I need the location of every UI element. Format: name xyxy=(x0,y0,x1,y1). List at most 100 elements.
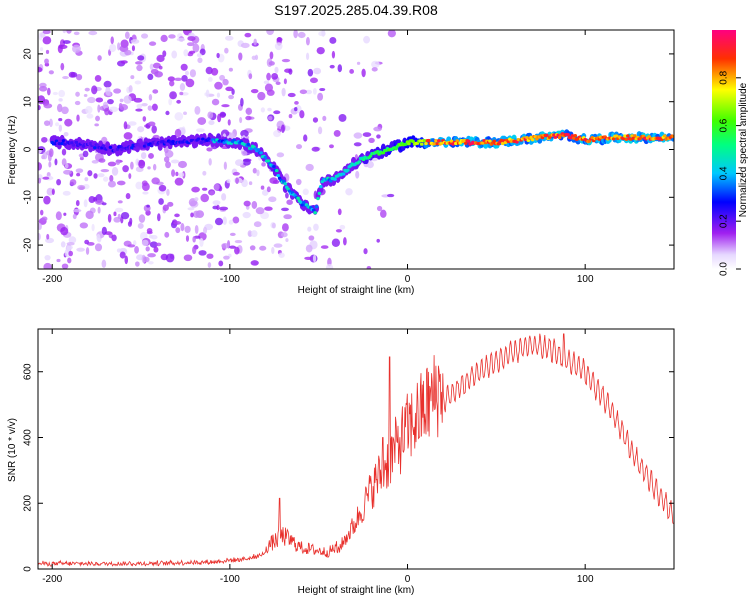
spectrogram-noise-cell xyxy=(62,30,67,34)
spectrogram-ridge-core xyxy=(149,144,154,148)
spectrogram-ylabel: Frequency (Hz) xyxy=(7,116,18,185)
spectrogram-ytick-label: -20 xyxy=(23,237,34,252)
spectrogram-noise-cell xyxy=(55,211,62,221)
spectrogram-noise-cell xyxy=(208,158,212,166)
spectrogram-noise-cell xyxy=(307,226,312,232)
spectrogram-noise-cell xyxy=(239,116,243,124)
spectrogram-noise-cell xyxy=(167,201,174,207)
spectrogram-noise-cell xyxy=(174,177,184,186)
spectrogram-noise-cell xyxy=(77,184,86,191)
spectrogram-noise-cell xyxy=(244,32,252,38)
spectrogram-noise-cell xyxy=(250,89,259,94)
spectrogram-noise-cell xyxy=(216,92,221,98)
spectrogram-ridge-core xyxy=(633,134,637,138)
spectrogram-noise-cell xyxy=(137,126,145,133)
spectrogram-noise-cell xyxy=(94,123,99,127)
spectrogram-noise-cell xyxy=(228,67,233,72)
spectrogram-noise-cell xyxy=(130,161,134,170)
spectrogram-noise-cell xyxy=(219,74,226,81)
spectrogram-noise-cell xyxy=(156,54,165,63)
spectrogram-noise-cell xyxy=(192,43,200,53)
spectrogram-ridge-core xyxy=(455,139,460,143)
spectrogram-noise-cell xyxy=(113,211,117,217)
spectrogram-noise-cell xyxy=(154,72,159,77)
spectrogram-noise-cell xyxy=(109,174,114,182)
spectrogram-noise-cell xyxy=(75,73,83,81)
spectrogram-noise-cell xyxy=(273,130,281,138)
spectrogram-noise-cell xyxy=(63,169,72,175)
spectrogram-ridge-core xyxy=(53,142,57,146)
spectrogram-noise-cell xyxy=(190,212,194,218)
spectrogram-noise-cell xyxy=(243,200,251,207)
spectrogram-noise-cell xyxy=(138,159,146,169)
spectrogram-ridge-core xyxy=(263,155,268,160)
spectrogram-ridge-core xyxy=(58,139,63,143)
spectrogram-ridge-core xyxy=(463,141,468,145)
spectrogram-noise-cell xyxy=(179,83,186,91)
spectrogram-noise-cell xyxy=(197,57,203,64)
figure-title: S197.2025.285.04.39.R08 xyxy=(274,2,438,18)
spectrogram-noise-cell xyxy=(85,210,94,220)
spectrogram-noise-cell xyxy=(79,222,89,229)
spectrogram-ridge-core xyxy=(529,135,533,139)
spectrogram-noise-cell xyxy=(197,117,207,125)
spectrogram-noise-cell xyxy=(259,245,267,251)
spectrogram-ridge-core xyxy=(419,142,424,146)
spectrogram-noise-cell xyxy=(232,216,240,224)
spectrogram-noise-cell xyxy=(152,62,161,69)
spectrogram-noise-cell xyxy=(273,110,281,115)
spectrogram-noise-cell xyxy=(229,245,236,249)
spectrogram-noise-cell xyxy=(73,208,82,213)
spectrogram-noise-cell xyxy=(109,106,118,113)
spectrogram-noise-cell xyxy=(214,81,223,90)
spectrogram-ridge-core xyxy=(557,135,562,140)
spectrogram-noise-cell xyxy=(111,234,117,242)
spectrogram-ridge-core xyxy=(424,141,428,146)
spectrogram-ridge-core xyxy=(631,136,636,140)
spectrogram-noise-cell xyxy=(299,89,308,95)
spectrogram-noise-cell xyxy=(43,120,51,126)
spectrogram-noise-cell xyxy=(371,60,380,69)
spectrogram-ridge-core xyxy=(454,141,458,146)
spectrogram-noise-cell xyxy=(329,64,335,69)
spectrogram-noise-cell xyxy=(147,105,153,111)
spectrogram-ridge-core xyxy=(301,200,306,205)
spectrogram-noise-cell xyxy=(95,97,104,103)
spectrogram-noise-cell xyxy=(165,110,170,116)
spectrogram-noise-cell xyxy=(165,161,171,169)
spectrogram-noise-cell xyxy=(64,118,73,127)
spectrogram-noise-cell xyxy=(174,77,183,82)
spectrogram-noise-cell xyxy=(75,200,80,207)
spectrogram-noise-cell xyxy=(316,46,325,55)
spectrogram-noise-cell xyxy=(274,42,283,51)
spectrogram-noise-cell xyxy=(58,124,63,132)
spectrogram-noise-cell xyxy=(106,91,112,97)
spectrogram-ridge-core xyxy=(201,137,205,141)
spectrogram-ridge-core xyxy=(276,174,280,178)
spectrogram-noise-cell xyxy=(296,144,303,150)
spectrogram-noise-cell xyxy=(60,241,66,248)
spectrogram-ridge-core xyxy=(647,135,651,139)
spectrogram-noise-cell xyxy=(164,231,170,238)
spectrogram-noise-cell xyxy=(264,83,274,92)
spectrogram-noise-cell xyxy=(127,221,132,227)
snr-frame xyxy=(37,328,675,570)
spectrogram-noise-cell xyxy=(91,85,98,95)
spectrogram-noise-cell xyxy=(58,98,63,102)
spectrogram-noise-cell xyxy=(249,245,256,251)
spectrogram-noise-cell xyxy=(84,239,90,245)
spectrogram-noise-cell xyxy=(124,31,130,39)
spectrogram-ridge-core xyxy=(249,147,253,151)
spectrogram-noise-cell xyxy=(362,132,372,137)
spectrogram-noise-cell xyxy=(217,113,222,123)
spectrogram-noise-cell xyxy=(266,72,271,81)
spectrogram-noise-cell xyxy=(337,208,342,216)
spectrogram-noise-cell xyxy=(294,106,298,112)
spectrogram-noise-cell xyxy=(173,221,182,225)
spectrogram-noise-cell xyxy=(223,161,227,170)
spectrogram-noise-cell xyxy=(271,246,275,255)
spectrogram-ridge-core xyxy=(500,141,505,146)
spectrogram-noise-cell xyxy=(150,234,158,240)
spectrogram-noise-cell xyxy=(119,98,124,103)
